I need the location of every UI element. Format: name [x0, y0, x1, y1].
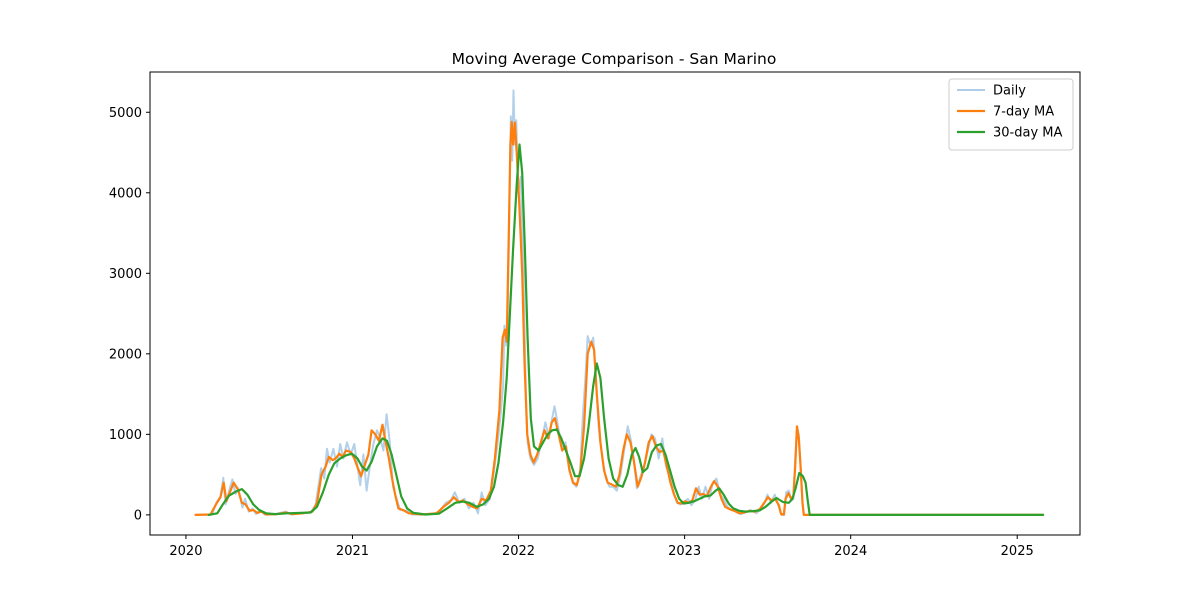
- x-tick-label: 2025: [1001, 544, 1034, 559]
- y-tick-label: 4000: [109, 186, 142, 201]
- x-tick-label: 2024: [834, 544, 867, 559]
- x-tick-label: 2023: [668, 544, 701, 559]
- x-tick-label: 2021: [336, 544, 369, 559]
- series-line-30-day-ma: [207, 143, 1045, 516]
- y-tick-label: 0: [134, 508, 142, 523]
- legend-label: 30-day MA: [993, 126, 1062, 141]
- y-tick-label: 3000: [109, 267, 142, 282]
- y-tick-label: 5000: [109, 106, 142, 121]
- series-layer: [194, 89, 1045, 516]
- y-tick-label: 1000: [109, 428, 142, 443]
- plot-frame: [149, 71, 1081, 536]
- x-tick-label: 2020: [169, 544, 202, 559]
- series-line-7-day-ma: [194, 120, 1045, 516]
- legend: Daily 7-day MA 30-day MA: [948, 78, 1074, 151]
- x-axis: 2020 2021 2022 2023 2024 2025: [169, 535, 1034, 559]
- legend-label: Daily: [993, 84, 1026, 99]
- y-axis: 0 1000 2000 3000 4000 5000: [109, 106, 150, 523]
- chart-title: Moving Average Comparison - San Marino: [452, 50, 777, 68]
- y-tick-label: 2000: [109, 347, 142, 362]
- legend-label: 7-day MA: [993, 105, 1054, 120]
- x-tick-label: 2022: [502, 544, 535, 559]
